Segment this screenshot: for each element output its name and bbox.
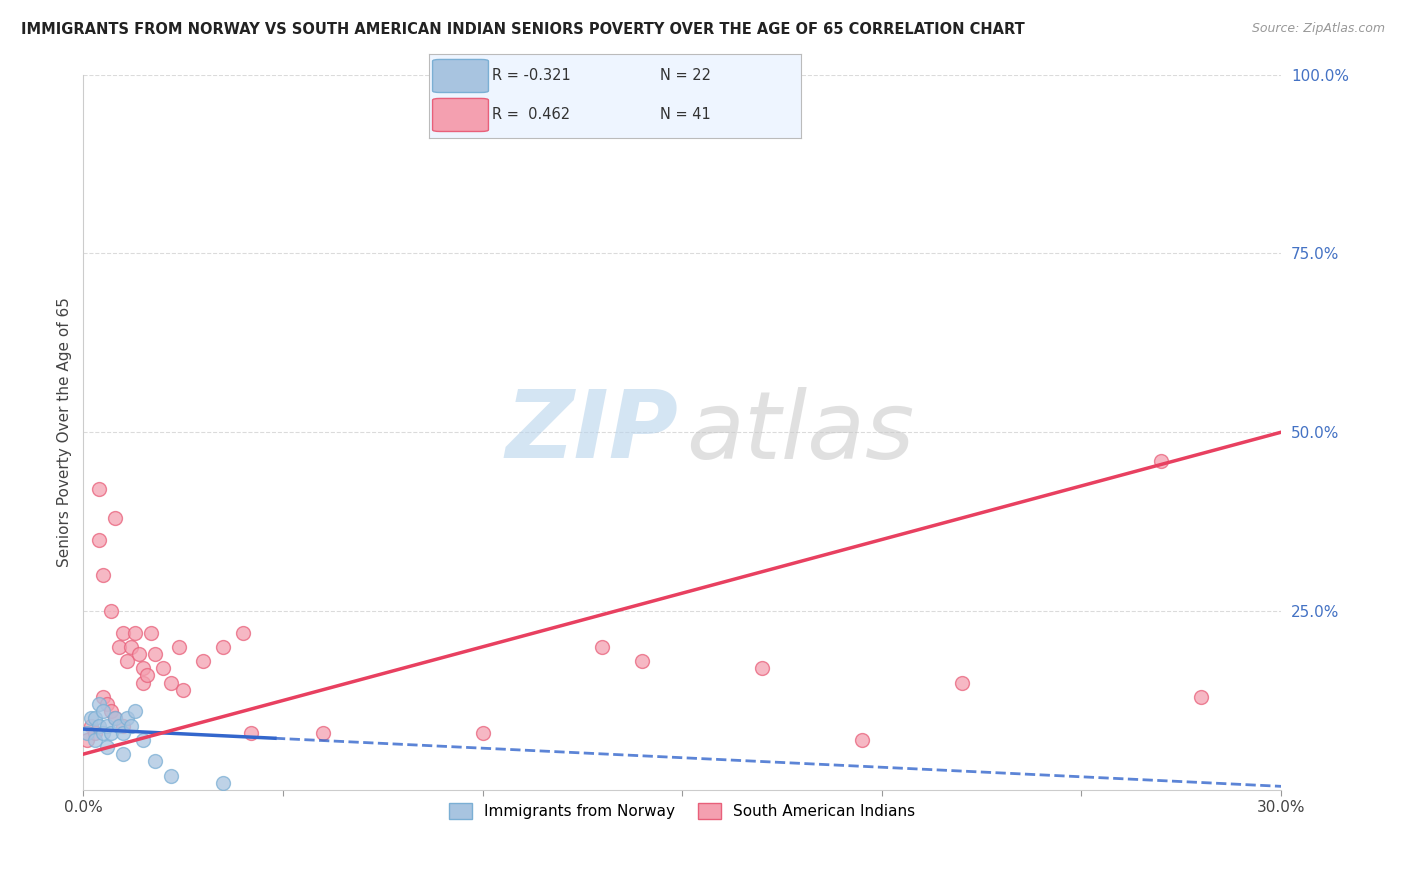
Point xyxy=(120,640,142,654)
Point xyxy=(84,732,107,747)
Point xyxy=(104,511,127,525)
Point xyxy=(751,661,773,675)
Text: atlas: atlas xyxy=(686,387,914,478)
Point xyxy=(128,647,150,661)
Point xyxy=(100,604,122,618)
Point xyxy=(591,640,613,654)
Point xyxy=(141,625,163,640)
Point xyxy=(89,718,111,732)
Text: N = 22: N = 22 xyxy=(659,69,711,84)
Point xyxy=(76,725,98,739)
Text: IMMIGRANTS FROM NORWAY VS SOUTH AMERICAN INDIAN SENIORS POVERTY OVER THE AGE OF : IMMIGRANTS FROM NORWAY VS SOUTH AMERICAN… xyxy=(21,22,1025,37)
Point xyxy=(312,725,335,739)
Point xyxy=(471,725,494,739)
Point xyxy=(132,661,155,675)
Point xyxy=(160,675,183,690)
Point xyxy=(1189,690,1212,704)
Point xyxy=(84,725,107,739)
Text: R =  0.462: R = 0.462 xyxy=(492,107,571,122)
Text: N = 41: N = 41 xyxy=(659,107,710,122)
Point xyxy=(124,704,146,718)
Point xyxy=(108,640,131,654)
Point xyxy=(96,697,118,711)
Point xyxy=(631,654,654,668)
Point xyxy=(104,711,127,725)
Point xyxy=(143,754,166,768)
Point xyxy=(212,776,235,790)
Point xyxy=(89,533,111,547)
Point xyxy=(120,718,142,732)
Point xyxy=(172,682,194,697)
Point xyxy=(91,568,114,582)
Text: R = -0.321: R = -0.321 xyxy=(492,69,571,84)
Point xyxy=(132,732,155,747)
Point xyxy=(152,661,174,675)
Point xyxy=(91,725,114,739)
Point xyxy=(80,711,103,725)
Point xyxy=(91,704,114,718)
Point xyxy=(124,625,146,640)
Point xyxy=(96,739,118,754)
Point xyxy=(112,625,135,640)
Point xyxy=(115,654,138,668)
Point xyxy=(100,704,122,718)
FancyBboxPatch shape xyxy=(433,60,488,93)
Point xyxy=(115,711,138,725)
Point xyxy=(108,718,131,732)
Point xyxy=(100,725,122,739)
Point xyxy=(851,732,873,747)
Point xyxy=(1150,454,1173,468)
Point xyxy=(232,625,254,640)
Point xyxy=(950,675,973,690)
Point xyxy=(112,725,135,739)
Point xyxy=(143,647,166,661)
Point xyxy=(112,718,135,732)
Point xyxy=(91,690,114,704)
Text: Source: ZipAtlas.com: Source: ZipAtlas.com xyxy=(1251,22,1385,36)
Point xyxy=(240,725,263,739)
Point xyxy=(89,483,111,497)
Point xyxy=(76,732,98,747)
Point xyxy=(167,640,190,654)
Point xyxy=(96,718,118,732)
Point xyxy=(112,747,135,761)
Point xyxy=(132,675,155,690)
Legend: Immigrants from Norway, South American Indians: Immigrants from Norway, South American I… xyxy=(443,797,921,825)
FancyBboxPatch shape xyxy=(433,98,488,131)
Point xyxy=(84,711,107,725)
Point xyxy=(89,697,111,711)
Point xyxy=(212,640,235,654)
Y-axis label: Seniors Poverty Over the Age of 65: Seniors Poverty Over the Age of 65 xyxy=(58,297,72,567)
Point xyxy=(160,769,183,783)
Point xyxy=(136,668,159,682)
Point xyxy=(191,654,214,668)
Point xyxy=(80,718,103,732)
Point xyxy=(104,711,127,725)
Text: ZIP: ZIP xyxy=(506,386,679,478)
